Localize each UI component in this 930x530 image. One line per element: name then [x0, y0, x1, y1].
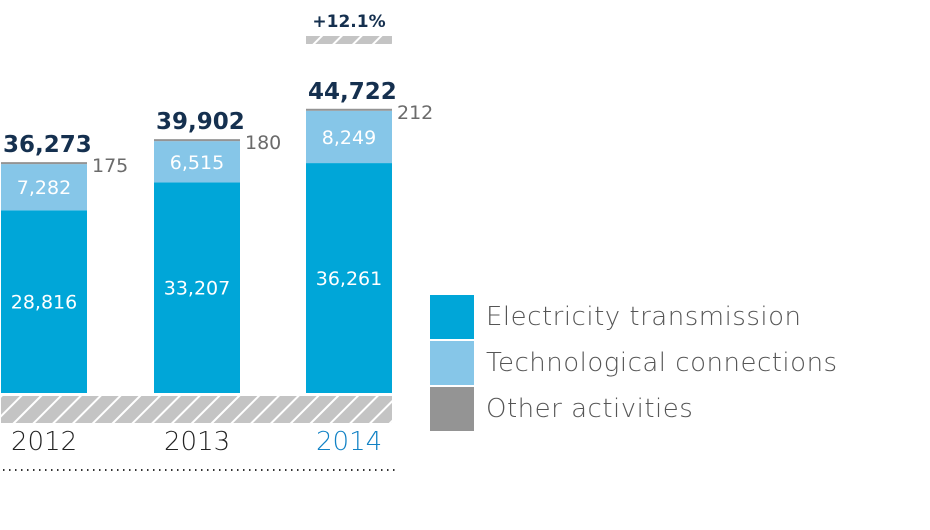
label-other-activities: 180 [245, 132, 281, 154]
x-tick-label: 2012 [11, 427, 77, 457]
label-total: 36,273 [3, 132, 92, 158]
bar-electricity-transmission [154, 182, 240, 393]
legend-label: Technological connections [486, 348, 838, 378]
legend-item-technological-connections: Technological connections [430, 340, 838, 386]
legend-label: Electricity transmission [486, 302, 802, 332]
label-electricity-transmission: 33,207 [164, 278, 230, 300]
label-other-activities: 212 [397, 102, 433, 124]
growth-annotation: +12.1% [312, 12, 385, 32]
bar-electricity-transmission [1, 210, 87, 393]
bar-other-activities [306, 108, 392, 111]
legend: Electricity transmission Technological c… [430, 294, 838, 432]
legend-label: Other activities [486, 394, 694, 424]
baseline-hatch-band [1, 396, 392, 423]
label-technological-connections: 8,249 [322, 127, 376, 149]
label-electricity-transmission: 28,816 [11, 292, 77, 314]
bar-other-activities [154, 139, 240, 142]
label-other-activities: 175 [92, 155, 128, 177]
legend-item-other-activities: Other activities [430, 386, 838, 432]
label-total: 39,902 [156, 109, 245, 135]
label-technological-connections: 7,282 [17, 177, 71, 199]
legend-swatch [430, 295, 474, 339]
bar-technological-connections [154, 141, 240, 183]
label-technological-connections: 6,515 [170, 152, 224, 174]
legend-swatch [430, 387, 474, 431]
label-total: 44,722 [308, 79, 397, 105]
bar-other-activities [1, 162, 87, 165]
x-tick-label: 2014 [316, 427, 382, 457]
legend-swatch [430, 341, 474, 385]
x-tick-label: 2013 [164, 427, 230, 457]
bar-electricity-transmission [306, 163, 392, 393]
bar-technological-connections [306, 110, 392, 164]
label-electricity-transmission: 36,261 [316, 268, 382, 290]
growth-hatch-bar [306, 36, 392, 44]
bar-technological-connections [1, 164, 87, 211]
legend-item-electricity-transmission: Electricity transmission [430, 294, 838, 340]
